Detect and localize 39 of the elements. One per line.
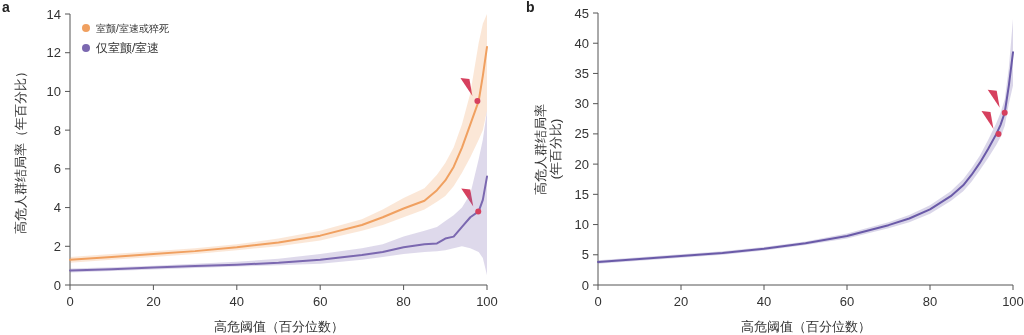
x-tick-label: 80	[922, 294, 938, 309]
y-tick-label: 15	[574, 186, 589, 202]
y-tick-label: 14	[46, 6, 61, 22]
y-tick-label: 25	[574, 126, 589, 142]
y-tick-label: 10	[46, 83, 61, 99]
y-tick-label: 10	[574, 217, 589, 233]
y-tick-label: 5	[581, 247, 589, 263]
x-tick-label: 0	[66, 294, 74, 309]
text: b	[526, 0, 535, 15]
x-tick-label: 20	[146, 294, 161, 309]
y-tick-label: 12	[46, 45, 61, 61]
y-tick-label: 0	[581, 277, 589, 293]
x-tick-label: 80	[396, 294, 411, 309]
x-axis-title: 高危阈值（百分位数）	[213, 319, 344, 334]
line-series	[69, 175, 488, 272]
x-tick-label: 60	[312, 294, 328, 309]
x-tick-label: 20	[673, 294, 689, 309]
x-tick-label: 100	[1002, 294, 1024, 309]
y-tick-label: 30	[574, 96, 589, 112]
y-tick-label: 20	[574, 156, 589, 172]
y-tick-label: 35	[574, 65, 589, 81]
y-tick-label: 2	[53, 238, 61, 254]
x-tick-label: 100	[476, 294, 498, 309]
y-tick-label: 40	[574, 35, 589, 51]
x-tick-label: 40	[229, 294, 245, 309]
y-axis-title: 高危人群结局率 (年百分比)	[533, 103, 563, 195]
x-tick-label: 0	[594, 294, 602, 309]
x-tick-label: 40	[756, 294, 772, 309]
x-axis-title: 高危阈值（百分位数）	[740, 319, 871, 334]
y-axis-title: 高危人群结局率（年百分比）	[13, 65, 28, 234]
y-tick-label: 4	[53, 200, 61, 216]
legend-label: 仅室颤/室速	[96, 41, 160, 55]
legend-label: 室颤/室速或猝死	[96, 23, 169, 34]
y-tick-label: 0	[53, 277, 61, 293]
y-tick-label: 45	[574, 5, 589, 21]
y-tick-label: 8	[53, 122, 61, 138]
text: a	[2, 0, 10, 15]
y-tick-label: 6	[53, 161, 61, 177]
x-tick-label: 60	[839, 294, 855, 309]
